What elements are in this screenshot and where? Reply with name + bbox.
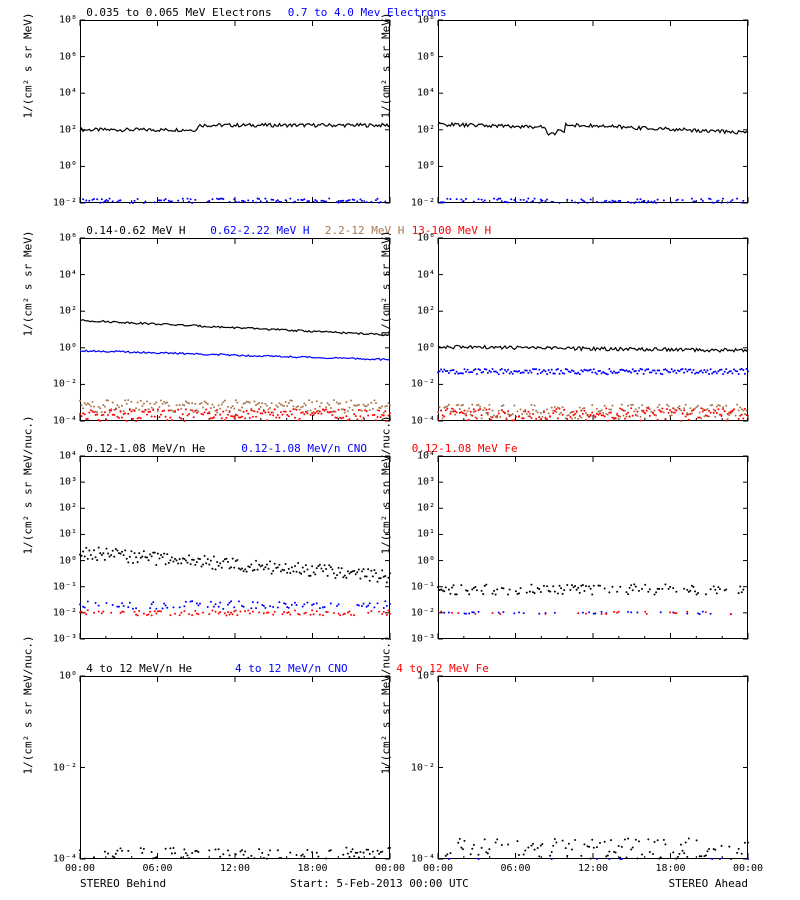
ytick-label: 10⁻² — [403, 607, 435, 618]
ytick-label: 10⁰ — [403, 555, 435, 566]
ytick-label: 10⁴ — [403, 451, 435, 462]
ytick-label: 10⁻³ — [45, 634, 77, 645]
ytick-label: 10⁸ — [45, 15, 77, 26]
xtick-label: 18:00 — [655, 863, 685, 874]
ytick-label: 10³ — [45, 477, 77, 488]
ytick-label: 10⁻¹ — [45, 581, 77, 592]
y-axis-label: 1/(cm² s sr MeV/nuc.) — [380, 758, 393, 774]
xtick-label: 00:00 — [375, 863, 405, 874]
ytick-label: 10⁻⁴ — [45, 416, 77, 427]
xtick-label: 00:00 — [65, 863, 95, 874]
series-label: 0.12-1.08 MeV/n CNO — [241, 442, 367, 455]
panel-r3-c0: 1/(cm² s sr MeV/nuc.)10⁻⁴10⁻²10⁰00:0006:… — [80, 676, 390, 859]
figure-root: 1/(cm² s sr MeV)10⁻²10⁰10²10⁴10⁶10⁸0.035… — [0, 0, 800, 900]
ytick-label: 10⁻² — [403, 198, 435, 209]
ytick-label: 10⁰ — [45, 555, 77, 566]
ytick-label: 10⁰ — [45, 161, 77, 172]
ytick-label: 10⁻² — [45, 762, 77, 773]
y-axis-label: 1/(cm² s sr MeV) — [380, 320, 393, 336]
panel-r2-c1: 1/(cm² s sr MeV/nuc.)10⁻³10⁻²10⁻¹10⁰10¹1… — [438, 456, 748, 639]
ytick-label: 10⁰ — [45, 671, 77, 682]
ytick-label: 10⁰ — [403, 161, 435, 172]
ytick-label: 10⁶ — [403, 51, 435, 62]
panel-r0-c1: 1/(cm² s sr MeV)10⁻²10⁰10²10⁴10⁶10⁸ — [438, 20, 748, 203]
ytick-label: 10³ — [403, 477, 435, 488]
panel-r0-c0: 1/(cm² s sr MeV)10⁻²10⁰10²10⁴10⁶10⁸0.035… — [80, 20, 390, 203]
ytick-label: 10⁴ — [403, 269, 435, 280]
series-label: 0.62-2.22 MeV H — [210, 224, 309, 237]
y-axis-label: 1/(cm² s sr MeV) — [22, 320, 35, 336]
ytick-label: 10⁴ — [45, 451, 77, 462]
ytick-label: 10² — [403, 124, 435, 135]
ytick-label: 10⁰ — [403, 342, 435, 353]
panel-r1-c0: 1/(cm² s sr MeV)10⁻⁴10⁻²10⁰10²10⁴10⁶0.14… — [80, 238, 390, 421]
xtick-label: 00:00 — [423, 863, 453, 874]
ytick-label: 10² — [45, 306, 77, 317]
ytick-label: 10⁶ — [45, 233, 77, 244]
xtick-label: 00:00 — [733, 863, 763, 874]
ytick-label: 10⁶ — [403, 233, 435, 244]
ytick-label: 10⁻⁴ — [403, 416, 435, 427]
ytick-label: 10⁻² — [45, 198, 77, 209]
bottom-right-label: STEREO Ahead — [669, 877, 748, 890]
ytick-label: 10⁻¹ — [403, 581, 435, 592]
xtick-label: 12:00 — [578, 863, 608, 874]
panel-r1-c1: 1/(cm² s sr MeV)10⁻⁴10⁻²10⁰10²10⁴10⁶ — [438, 238, 748, 421]
panel-r2-c0: 1/(cm² s sr MeV/nuc.)10⁻³10⁻²10⁻¹10⁰10¹1… — [80, 456, 390, 639]
y-axis-label: 1/(cm² s sr MeV) — [22, 102, 35, 118]
ytick-label: 10⁻² — [403, 379, 435, 390]
ytick-label: 10⁸ — [403, 15, 435, 26]
series-label: 0.035 to 0.065 MeV Electrons — [86, 6, 271, 19]
series-label: 0.12-1.08 MeV/n He — [86, 442, 205, 455]
xtick-label: 06:00 — [142, 863, 172, 874]
ytick-label: 10² — [45, 503, 77, 514]
y-axis-label: 1/(cm² s sr MeV/nuc.) — [22, 758, 35, 774]
ytick-label: 10² — [403, 306, 435, 317]
ytick-label: 10⁻² — [45, 607, 77, 618]
ytick-label: 10⁻² — [403, 762, 435, 773]
xtick-label: 18:00 — [297, 863, 327, 874]
ytick-label: 10⁶ — [45, 51, 77, 62]
series-label: 4 to 12 MeV/n CNO — [235, 662, 348, 675]
xtick-label: 12:00 — [220, 863, 250, 874]
y-axis-label: 1/(cm² s sr MeV/nuc.) — [380, 538, 393, 554]
ytick-label: 10⁰ — [45, 342, 77, 353]
ytick-label: 10⁻² — [45, 379, 77, 390]
ytick-label: 10¹ — [403, 529, 435, 540]
ytick-label: 10¹ — [45, 529, 77, 540]
y-axis-label: 1/(cm² s sr MeV) — [380, 102, 393, 118]
ytick-label: 10⁰ — [403, 671, 435, 682]
bottom-center-label: Start: 5-Feb-2013 00:00 UTC — [290, 877, 469, 890]
ytick-label: 10⁴ — [45, 88, 77, 99]
xtick-label: 06:00 — [500, 863, 530, 874]
ytick-label: 10⁴ — [403, 88, 435, 99]
series-label: 0.14-0.62 MeV H — [86, 224, 185, 237]
ytick-label: 10⁴ — [45, 269, 77, 280]
ytick-label: 10² — [403, 503, 435, 514]
y-axis-label: 1/(cm² s sr MeV/nuc.) — [22, 538, 35, 554]
ytick-label: 10⁻³ — [403, 634, 435, 645]
bottom-left-label: STEREO Behind — [80, 877, 166, 890]
ytick-label: 10² — [45, 124, 77, 135]
series-label: 4 to 12 MeV/n He — [86, 662, 192, 675]
panel-r3-c1: 1/(cm² s sr MeV/nuc.)10⁻⁴10⁻²10⁰00:0006:… — [438, 676, 748, 859]
